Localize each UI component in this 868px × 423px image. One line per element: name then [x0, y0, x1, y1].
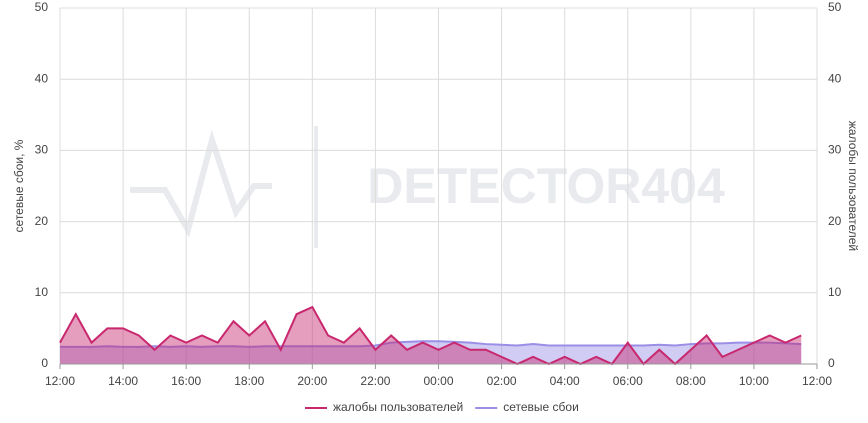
x-tick-label: 20:00 [297, 374, 327, 388]
series-line [59, 305, 802, 366]
x-tick-label: 08:00 [676, 374, 706, 388]
x-tick-label: 12:00 [45, 374, 75, 388]
x-tick-label: 12:00 [802, 374, 832, 388]
y2-axis-title: жалобы пользователей [846, 121, 860, 251]
x-tick-label: 04:00 [550, 374, 580, 388]
y2-tick-label: 40 [828, 71, 842, 85]
y2-tick-label: 0 [828, 356, 835, 370]
x-tick-label: 06:00 [613, 374, 643, 388]
y-tick-label: 10 [35, 285, 49, 299]
x-tick-label: 18:00 [234, 374, 264, 388]
y2-tick-label: 50 [828, 0, 842, 14]
watermark: DETECTOR404 [367, 158, 725, 214]
y2-tick-label: 10 [828, 285, 842, 299]
watermark-logo [130, 129, 272, 238]
x-tick-label: 22:00 [360, 374, 390, 388]
legend-label: сетевые сбои [503, 400, 579, 414]
y-tick-label: 20 [35, 214, 49, 228]
series-line [60, 340, 802, 348]
y-tick-label: 0 [41, 356, 48, 370]
y-tick-label: 30 [35, 143, 49, 157]
y-tick-label: 50 [35, 0, 49, 14]
y-tick-label: 40 [35, 71, 49, 85]
x-tick-label: 16:00 [171, 374, 201, 388]
x-tick-label: 00:00 [423, 374, 453, 388]
area-fill [60, 307, 802, 364]
y2-tick-label: 20 [828, 214, 842, 228]
y-axis-title: сетевые сбои, % [12, 139, 26, 232]
legend-label: жалобы пользователей [333, 400, 463, 414]
y2-tick-label: 30 [828, 143, 842, 157]
x-tick-label: 14:00 [108, 374, 138, 388]
x-tick-label: 10:00 [739, 374, 769, 388]
x-tick-label: 02:00 [487, 374, 517, 388]
